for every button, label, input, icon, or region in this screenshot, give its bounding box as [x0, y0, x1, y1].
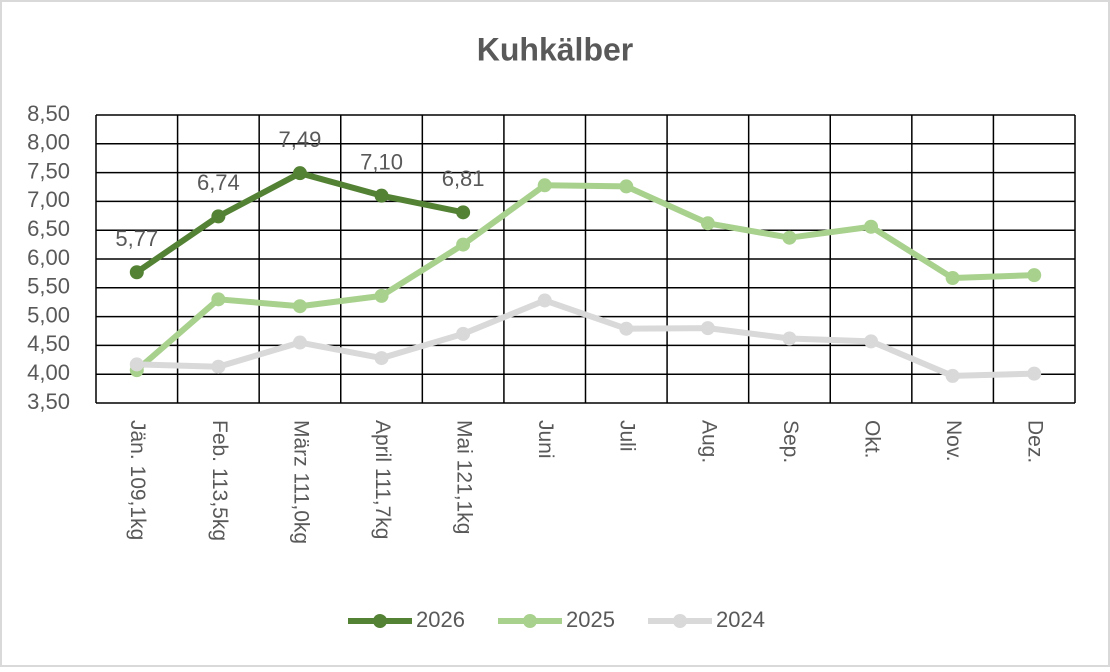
x-tick-label: März 111,0kg	[289, 420, 312, 544]
x-tick-label: Okt.	[860, 420, 883, 459]
data-point	[374, 351, 389, 366]
chart-title: Kuhkälber	[477, 31, 633, 67]
data-point	[864, 219, 879, 234]
data-point	[456, 326, 471, 341]
data-point	[374, 188, 389, 203]
data-point	[864, 334, 879, 349]
y-tick-label: 6,00	[27, 245, 70, 270]
y-tick-label: 6,50	[27, 216, 70, 241]
y-tick-label: 7,00	[27, 187, 70, 212]
legend-marker	[523, 614, 537, 628]
y-tick-label: 7,50	[27, 158, 70, 183]
legend-label: 2026	[416, 607, 465, 632]
data-point	[211, 209, 226, 224]
x-tick-label: April 111,7kg	[371, 420, 394, 539]
data-point	[456, 205, 471, 220]
data-point	[700, 321, 715, 336]
data-point	[292, 335, 307, 350]
data-point	[537, 178, 552, 193]
data-point	[782, 230, 797, 245]
data-point	[619, 179, 634, 194]
legend-marker	[373, 614, 387, 628]
data-label: 5,77	[115, 226, 158, 251]
x-tick-label: Feb. 113,5kg	[208, 420, 231, 541]
data-point	[129, 357, 144, 372]
series-line	[134, 182, 1035, 373]
y-tick-label: 5,50	[27, 274, 70, 299]
data-label: 6,81	[442, 166, 485, 191]
data-label: 7,10	[360, 149, 403, 174]
legend-label: 2025	[566, 607, 615, 632]
x-tick-label: Mai 121,1kg	[453, 420, 476, 534]
data-point	[456, 237, 471, 252]
y-tick-label: 8,50	[27, 101, 70, 126]
x-tick-label: Nov.	[942, 420, 965, 462]
x-tick-label: Sep.	[779, 420, 802, 463]
data-point	[1027, 366, 1042, 381]
data-point	[1027, 268, 1042, 283]
data-label: 6,74	[197, 170, 240, 195]
data-point	[292, 166, 307, 181]
x-tick-label: Aug.	[697, 420, 720, 463]
data-point	[945, 271, 960, 286]
data-point	[700, 216, 715, 231]
x-tick-label: Jän. 109,1kg	[126, 420, 149, 540]
data-point	[537, 293, 552, 308]
y-tick-label: 4,50	[27, 331, 70, 356]
data-point	[292, 299, 307, 314]
y-tick-label: 3,50	[27, 389, 70, 414]
data-point	[129, 265, 144, 280]
data-point	[374, 288, 389, 303]
data-label: 7,49	[279, 127, 322, 152]
series-line	[136, 297, 1035, 379]
y-tick-label: 8,00	[27, 130, 70, 155]
data-point	[211, 292, 226, 307]
data-point	[211, 359, 226, 374]
x-tick-label: Juni	[534, 420, 557, 459]
legend-marker	[673, 614, 687, 628]
data-point	[945, 368, 960, 383]
data-point	[782, 331, 797, 346]
legend-label: 2024	[716, 607, 765, 632]
y-tick-label: 4,00	[27, 360, 70, 385]
y-tick-label: 5,00	[27, 302, 70, 327]
data-point	[619, 321, 634, 336]
x-tick-label: Juli	[616, 420, 639, 452]
x-tick-label: Dez.	[1024, 420, 1047, 463]
